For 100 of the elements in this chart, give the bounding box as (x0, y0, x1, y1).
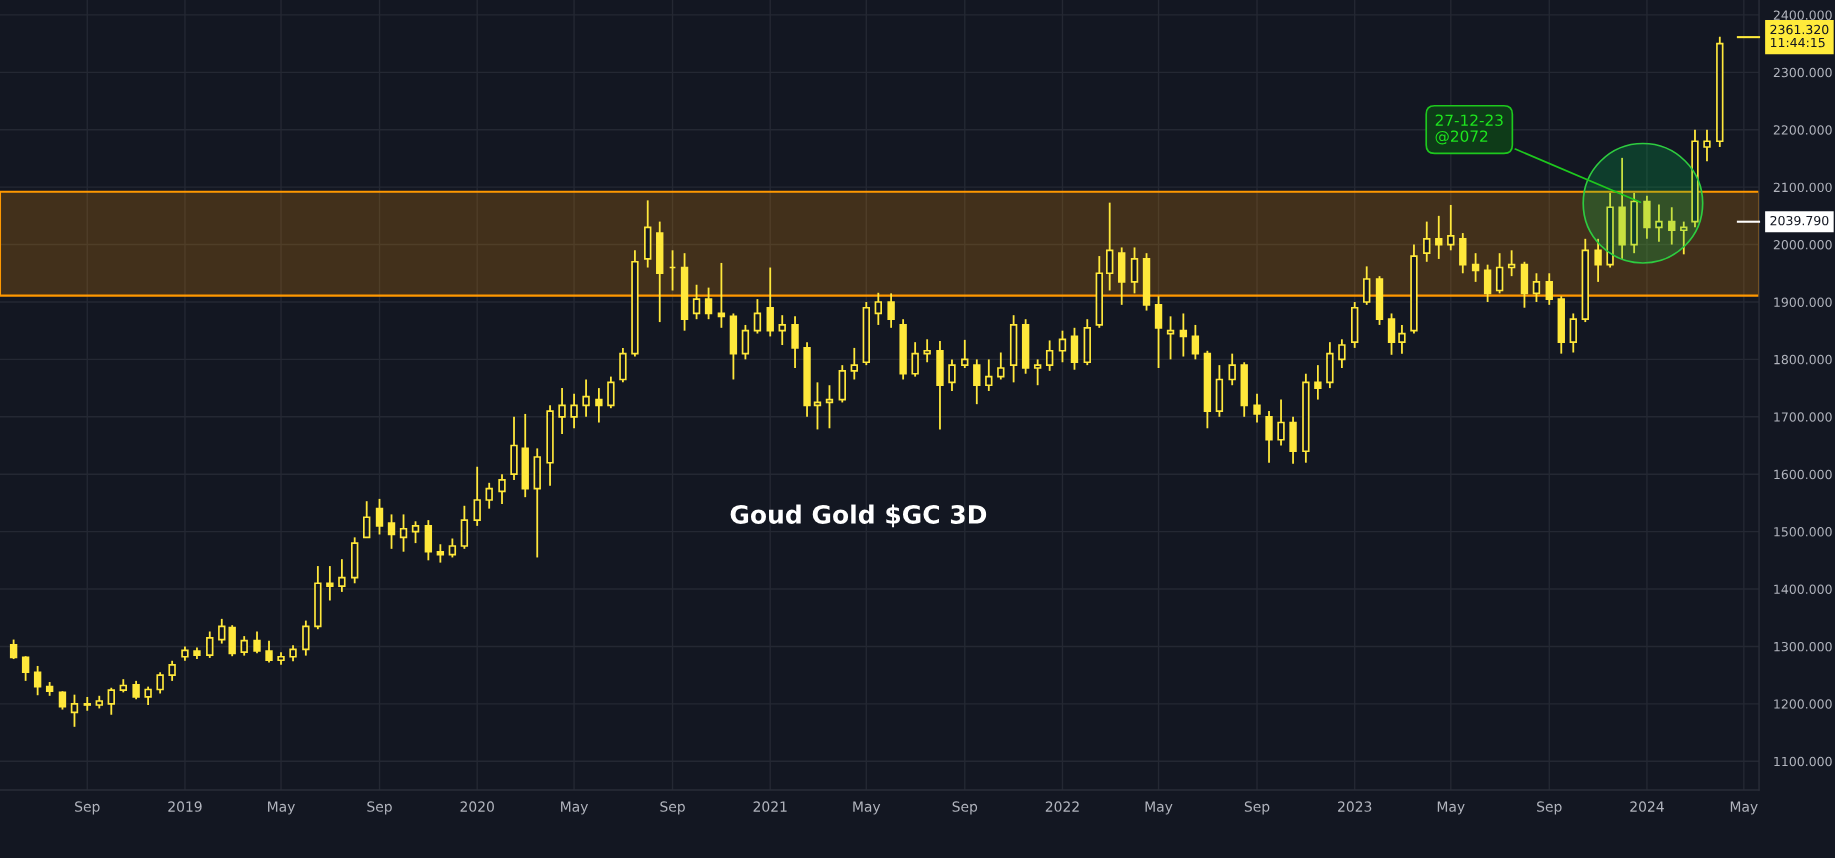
candlestick (253, 630, 261, 655)
candlestick (1265, 410, 1273, 464)
candlestick (58, 690, 67, 711)
candlestick (1387, 312, 1396, 356)
y-tick-label: 2400.000 (1773, 10, 1832, 20)
candlestick (1483, 263, 1492, 303)
candlestick (9, 638, 18, 660)
y-tick-label: 2300.000 (1773, 67, 1832, 78)
candlestick (1228, 352, 1236, 387)
candlestick (156, 671, 164, 695)
candlestick (850, 346, 858, 381)
candlestick (813, 381, 822, 431)
candlestick (375, 497, 384, 536)
y-tick-label: 2100.000 (1773, 182, 1832, 193)
x-tick-label: Sep (952, 801, 978, 815)
candlestick (411, 520, 420, 545)
candlestick (1106, 201, 1114, 292)
x-tick-label: 2022 (1045, 801, 1079, 812)
candlestick (1033, 358, 1042, 387)
candlestick (326, 565, 334, 602)
candlestick (485, 481, 493, 510)
y-tick-label: 1500.000 (1774, 527, 1832, 537)
x-tick-label: 2024 (1630, 801, 1664, 812)
candlestick (33, 665, 42, 697)
x-tick-label: 2020 (460, 801, 494, 812)
candlestick (387, 513, 396, 550)
x-tick-label: 2023 (1338, 801, 1372, 812)
candlestick (21, 655, 30, 682)
x-tick-label: Sep (367, 801, 392, 815)
candlestick (911, 341, 919, 378)
y-tick-label: 1800.000 (1774, 354, 1832, 365)
candlestick (1045, 339, 1054, 372)
x-tick-label: May (268, 801, 295, 815)
candlestick (1569, 312, 1577, 354)
y-tick-label: 1100.000 (1774, 756, 1832, 767)
x-tick-label: 2019 (168, 801, 202, 812)
candlestick (240, 635, 248, 657)
candlestick (473, 465, 481, 527)
candlestick (1545, 272, 1553, 306)
y-tick-label: 1900.000 (1774, 297, 1832, 307)
candlestick (436, 543, 445, 564)
candlestick (753, 298, 762, 335)
candlestick (1435, 214, 1443, 260)
candlestick (363, 500, 371, 539)
y-tick-label: 1600.000 (1774, 469, 1832, 480)
candlestick (218, 617, 226, 645)
x-tick-label: Sep (1244, 801, 1270, 815)
candlestick (717, 262, 726, 329)
candlestick (1447, 204, 1455, 252)
x-tick-label: May (561, 801, 589, 815)
candlestick (874, 291, 883, 326)
x-tick-label: May (1730, 801, 1758, 815)
y-tick-label: 1700.000 (1774, 412, 1832, 422)
candlestick (741, 324, 750, 361)
candlestick (144, 685, 152, 706)
candlestick (265, 639, 273, 664)
x-tick-label: May (1437, 801, 1465, 815)
candlestick (1314, 364, 1322, 401)
candlestick (887, 292, 895, 329)
candlestick (1253, 392, 1261, 424)
candlestick (399, 513, 408, 553)
candlestick (1655, 203, 1663, 243)
y-tick-label: 1300.000 (1774, 641, 1832, 652)
candlestick (1532, 272, 1541, 303)
y-tick-label: 2000.000 (1773, 240, 1832, 250)
annotation: 27-12-23 @2072 (1435, 114, 1503, 145)
x-tick-label: Sep (1537, 801, 1562, 815)
candlestick (1058, 329, 1067, 364)
candlestick (1471, 252, 1480, 283)
candlestick (825, 384, 834, 430)
candlestick (997, 351, 1005, 381)
candlestick (1338, 338, 1346, 369)
candlestick (168, 659, 176, 682)
candlestick (704, 286, 713, 321)
candlestick (132, 679, 140, 701)
candlestick (607, 375, 615, 410)
candlestick (778, 314, 786, 346)
x-tick-label: May (853, 801, 881, 815)
candlestick (1507, 249, 1516, 278)
candlestick (558, 387, 566, 435)
x-tick-label: Sep (660, 801, 685, 815)
candlestick (338, 558, 346, 593)
y-tick-label: 1400.000 (1774, 584, 1832, 594)
candlestick (1191, 324, 1200, 361)
candlestick (766, 266, 774, 338)
candlestick (1130, 246, 1139, 295)
candlestick (1703, 128, 1711, 163)
y-tick-label: 2200.000 (1773, 125, 1832, 135)
candlestick (1363, 265, 1371, 306)
candlestick (1154, 295, 1163, 369)
candlestick (1398, 324, 1406, 355)
candlestick (1277, 398, 1285, 447)
text: Goud Gold $GC 3D (730, 504, 987, 528)
candlestick (1179, 312, 1188, 358)
candlestick (1166, 315, 1175, 361)
y-tick-label: 1200.000 (1774, 699, 1832, 709)
candlestick (595, 387, 603, 424)
x-tick-label: 2021 (753, 801, 787, 812)
candlestick (985, 358, 993, 392)
candlestick (923, 338, 931, 364)
